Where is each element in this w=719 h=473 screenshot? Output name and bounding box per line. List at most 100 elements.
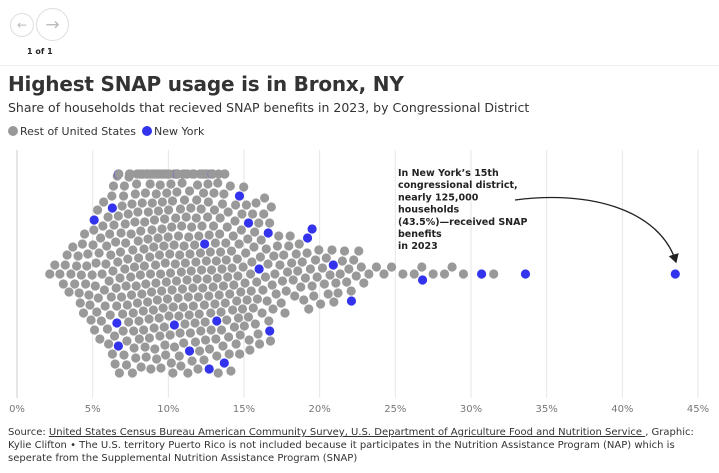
dot-rest-of-us[interactable]	[239, 182, 249, 192]
dot-rest-of-us[interactable]	[300, 273, 310, 283]
dot-rest-of-us[interactable]	[268, 304, 278, 314]
dot-rest-of-us[interactable]	[126, 290, 137, 300]
dot-rest-of-us[interactable]	[259, 209, 269, 219]
next-button[interactable]: →	[36, 8, 69, 41]
dot-rest-of-us[interactable]	[226, 246, 237, 256]
dot-rest-of-us[interactable]	[170, 259, 180, 269]
dot-rest-of-us[interactable]	[196, 265, 207, 275]
dot-rest-of-us[interactable]	[192, 180, 203, 190]
dot-rest-of-us[interactable]	[123, 254, 133, 264]
dot-rest-of-us[interactable]	[86, 315, 96, 325]
dot-rest-of-us[interactable]	[130, 217, 140, 227]
dot-rest-of-us[interactable]	[130, 189, 140, 199]
dot-rest-of-us[interactable]	[197, 221, 207, 231]
dot-rest-of-us[interactable]	[240, 278, 250, 288]
dot-rest-of-us[interactable]	[58, 279, 68, 289]
dot-rest-of-us[interactable]	[122, 300, 132, 310]
dot-rest-of-us[interactable]	[186, 203, 196, 213]
dot-rest-of-us[interactable]	[193, 292, 203, 302]
dot-rest-of-us[interactable]	[316, 299, 326, 309]
prev-button[interactable]: ←	[10, 12, 34, 37]
dot-rest-of-us[interactable]	[260, 272, 271, 282]
dot-rest-of-us[interactable]	[226, 366, 236, 376]
dot-rest-of-us[interactable]	[323, 289, 333, 299]
dot-rest-of-us[interactable]	[169, 342, 180, 352]
dot-rest-of-us[interactable]	[231, 339, 241, 349]
dot-rest-of-us[interactable]	[143, 297, 153, 307]
dot-rest-of-us[interactable]	[241, 248, 251, 258]
dot-rest-of-us[interactable]	[167, 196, 178, 206]
dot-rest-of-us[interactable]	[155, 180, 165, 190]
dot-rest-of-us[interactable]	[159, 241, 169, 251]
dot-rest-of-us[interactable]	[89, 325, 100, 335]
dot-rest-of-us[interactable]	[254, 339, 265, 349]
dot-rest-of-us[interactable]	[184, 310, 194, 320]
dot-rest-of-us[interactable]	[261, 244, 271, 254]
dot-rest-of-us[interactable]	[140, 342, 150, 352]
dot-rest-of-us[interactable]	[236, 287, 246, 297]
dot-rest-of-us[interactable]	[218, 341, 228, 351]
dot-rest-of-us[interactable]	[204, 230, 214, 240]
dot-rest-of-us[interactable]	[174, 311, 184, 321]
dot-rest-of-us[interactable]	[143, 234, 153, 244]
dot-rest-of-us[interactable]	[107, 191, 117, 201]
dot-rest-of-us[interactable]	[148, 305, 158, 315]
dot-rest-of-us[interactable]	[239, 321, 249, 331]
dot-rest-of-us[interactable]	[205, 247, 215, 257]
dot-rest-of-us[interactable]	[238, 262, 248, 272]
dot-rest-of-us[interactable]	[153, 233, 163, 243]
dot-rest-of-us[interactable]	[321, 253, 331, 263]
dot-rest-of-us[interactable]	[172, 187, 182, 197]
dot-rest-of-us[interactable]	[70, 279, 80, 289]
dot-rest-of-us[interactable]	[55, 269, 65, 279]
dot-rest-of-us[interactable]	[196, 326, 206, 336]
dot-rest-of-us[interactable]	[302, 248, 312, 258]
dot-rest-of-us[interactable]	[149, 215, 160, 225]
dot-rest-of-us[interactable]	[168, 302, 178, 312]
dot-rest-of-us[interactable]	[193, 364, 203, 374]
dot-rest-of-us[interactable]	[129, 262, 140, 272]
dot-rest-of-us[interactable]	[98, 221, 108, 231]
dot-rest-of-us[interactable]	[90, 281, 100, 291]
dot-rest-of-us[interactable]	[115, 247, 126, 257]
dot-rest-of-us[interactable]	[250, 227, 260, 237]
dot-rest-of-us[interactable]	[108, 266, 118, 276]
dot-rest-of-us[interactable]	[266, 202, 276, 212]
dot-rest-of-us[interactable]	[136, 226, 146, 236]
dot-rest-of-us[interactable]	[270, 269, 280, 279]
dot-rest-of-us[interactable]	[213, 368, 223, 378]
dot-rest-of-us[interactable]	[309, 291, 319, 301]
dot-rest-of-us[interactable]	[174, 351, 184, 361]
dot-rest-of-us[interactable]	[167, 285, 177, 295]
dot-rest-of-us[interactable]	[234, 239, 244, 249]
dot-rest-of-us[interactable]	[113, 257, 123, 267]
dot-rest-of-us[interactable]	[212, 273, 222, 283]
dot-new-york[interactable]	[169, 320, 179, 330]
dot-rest-of-us[interactable]	[121, 238, 131, 248]
dot-rest-of-us[interactable]	[126, 229, 136, 239]
dot-rest-of-us[interactable]	[118, 309, 128, 319]
dot-rest-of-us[interactable]	[160, 258, 170, 268]
dot-rest-of-us[interactable]	[212, 351, 222, 361]
dot-rest-of-us[interactable]	[137, 198, 147, 208]
dot-rest-of-us[interactable]	[230, 200, 241, 210]
dot-rest-of-us[interactable]	[215, 247, 226, 257]
dot-new-york[interactable]	[265, 326, 275, 336]
dot-rest-of-us[interactable]	[146, 287, 157, 297]
dot-rest-of-us[interactable]	[208, 221, 219, 231]
dot-rest-of-us[interactable]	[173, 231, 184, 241]
dot-rest-of-us[interactable]	[104, 339, 114, 349]
dot-rest-of-us[interactable]	[131, 353, 141, 363]
dot-rest-of-us[interactable]	[87, 270, 97, 280]
dot-rest-of-us[interactable]	[215, 229, 225, 239]
dot-rest-of-us[interactable]	[287, 258, 297, 268]
dot-rest-of-us[interactable]	[219, 189, 229, 199]
dot-rest-of-us[interactable]	[224, 349, 234, 359]
source-link[interactable]: United States Census Bureau American Com…	[48, 427, 646, 438]
dot-rest-of-us[interactable]	[299, 295, 309, 305]
dot-rest-of-us[interactable]	[152, 295, 162, 305]
dot-rest-of-us[interactable]	[129, 343, 139, 353]
dot-rest-of-us[interactable]	[284, 241, 294, 251]
dot-rest-of-us[interactable]	[458, 269, 469, 279]
dot-rest-of-us[interactable]	[277, 276, 288, 286]
